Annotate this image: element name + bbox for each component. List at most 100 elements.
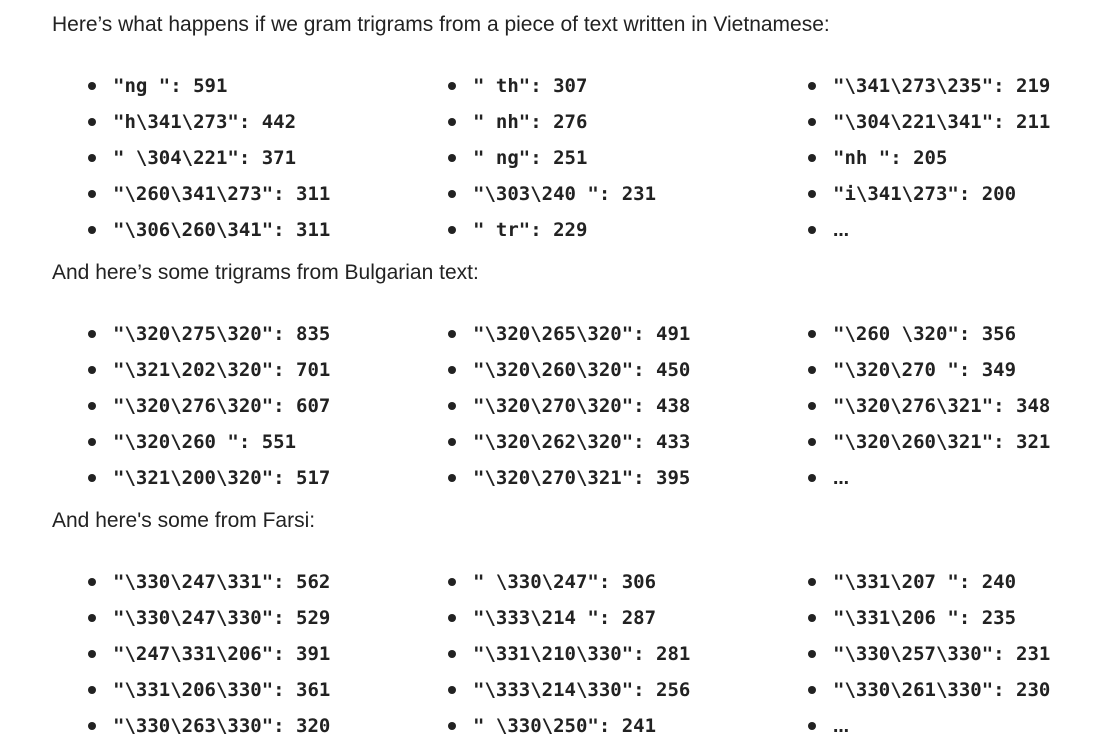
trigram-count: "ng ": 591 bbox=[113, 75, 228, 97]
trigram-count: " th": 307 bbox=[473, 75, 588, 97]
trigram-count: "\320\260\321": 321 bbox=[833, 431, 1051, 453]
list-item: "\320\276\320": 607 bbox=[88, 388, 330, 424]
bullet-icon bbox=[808, 578, 816, 586]
bullet-icon bbox=[808, 722, 816, 730]
list-item: " ng": 251 bbox=[448, 140, 656, 176]
list-item: "\331\206 ": 235 bbox=[808, 600, 1050, 636]
bullet-icon bbox=[448, 614, 456, 622]
bullet-icon bbox=[448, 650, 456, 658]
vietnamese-trigram-list: "ng ": 591 "h\341\273": 442 " \304\221":… bbox=[0, 68, 1119, 248]
list-item: "\331\207 ": 240 bbox=[808, 564, 1050, 600]
bullet-icon bbox=[808, 82, 816, 90]
bulgarian-trigram-list: "\320\275\320": 835 "\321\202\320": 701 … bbox=[0, 316, 1119, 496]
bullet-icon bbox=[808, 118, 816, 126]
bullet-icon bbox=[88, 118, 96, 126]
bullet-icon bbox=[88, 330, 96, 338]
bullet-icon bbox=[808, 190, 816, 198]
list-item: "\320\276\321": 348 bbox=[808, 388, 1050, 424]
list-item: … bbox=[808, 460, 1050, 496]
list-item: "\260\341\273": 311 bbox=[88, 176, 330, 212]
farsi-trigram-list: "\330\247\331": 562 "\330\247\330": 529 … bbox=[0, 564, 1119, 744]
list-item: "\330\261\330": 230 bbox=[808, 672, 1050, 708]
trigram-count: "\321\200\320": 517 bbox=[113, 467, 331, 489]
bullet-icon bbox=[448, 330, 456, 338]
trigram-count: "\330\263\330": 320 bbox=[113, 715, 331, 737]
trigram-count: "\330\247\331": 562 bbox=[113, 571, 331, 593]
vietnamese-intro: Here’s what happens if we gram trigrams … bbox=[52, 13, 830, 36]
bullet-icon bbox=[88, 474, 96, 482]
list-item: "\341\273\235": 219 bbox=[808, 68, 1050, 104]
trigram-count: "h\341\273": 442 bbox=[113, 111, 297, 133]
trigram-count: "\333\214 ": 287 bbox=[473, 607, 657, 629]
bullet-icon bbox=[88, 722, 96, 730]
farsi-column-1: "\330\247\331": 562 "\330\247\330": 529 … bbox=[88, 564, 330, 744]
farsi-intro: And here's some from Farsi: bbox=[52, 509, 316, 532]
trigram-count: "\330\257\330": 231 bbox=[833, 643, 1051, 665]
bullet-icon bbox=[808, 438, 816, 446]
list-item: "\303\240 ": 231 bbox=[448, 176, 656, 212]
trigram-count: "\330\247\330": 529 bbox=[113, 607, 331, 629]
list-item: "\331\210\330": 281 bbox=[448, 636, 690, 672]
list-item: "\321\200\320": 517 bbox=[88, 460, 330, 496]
bullet-icon bbox=[88, 226, 96, 234]
bullet-icon bbox=[448, 722, 456, 730]
list-item: " th": 307 bbox=[448, 68, 656, 104]
bullet-icon bbox=[448, 118, 456, 126]
trigram-count: "\320\262\320": 433 bbox=[473, 431, 691, 453]
trigram-count: "\330\261\330": 230 bbox=[833, 679, 1051, 701]
trigram-count: "\306\260\341": 311 bbox=[113, 219, 331, 241]
list-item: " tr": 229 bbox=[448, 212, 656, 248]
trigram-count: "\320\276\321": 348 bbox=[833, 395, 1051, 417]
trigram-count: "\331\207 ": 240 bbox=[833, 571, 1017, 593]
trigram-count: "\320\260 ": 551 bbox=[113, 431, 297, 453]
trigram-count: "\304\221\341": 211 bbox=[833, 111, 1051, 133]
list-item: "\330\263\330": 320 bbox=[88, 708, 330, 744]
bullet-icon bbox=[448, 366, 456, 374]
vietnamese-column-3: "\341\273\235": 219 "\304\221\341": 211 … bbox=[808, 68, 1050, 248]
bullet-icon bbox=[88, 82, 96, 90]
trigram-count: "\331\206 ": 235 bbox=[833, 607, 1017, 629]
bullet-icon bbox=[448, 82, 456, 90]
bullet-icon bbox=[88, 154, 96, 162]
list-item: "\333\214 ": 287 bbox=[448, 600, 690, 636]
bullet-icon bbox=[448, 402, 456, 410]
list-item: "\306\260\341": 311 bbox=[88, 212, 330, 248]
trigram-count: "nh ": 205 bbox=[833, 147, 948, 169]
bullet-icon bbox=[808, 330, 816, 338]
bullet-icon bbox=[808, 366, 816, 374]
list-item: "\320\270\321": 395 bbox=[448, 460, 690, 496]
bullet-icon bbox=[88, 614, 96, 622]
bullet-icon bbox=[448, 226, 456, 234]
ellipsis: … bbox=[833, 221, 849, 240]
trigram-count: "\320\260\320": 450 bbox=[473, 359, 691, 381]
list-item: "h\341\273": 442 bbox=[88, 104, 330, 140]
trigram-count: "\320\276\320": 607 bbox=[113, 395, 331, 417]
trigram-count: " \304\221": 371 bbox=[113, 147, 297, 169]
bullet-icon bbox=[88, 650, 96, 658]
bulgarian-column-2: "\320\265\320": 491 "\320\260\320": 450 … bbox=[448, 316, 690, 496]
trigram-count: " \330\250": 241 bbox=[473, 715, 657, 737]
list-item: "\330\257\330": 231 bbox=[808, 636, 1050, 672]
trigram-count: "\260 \320": 356 bbox=[833, 323, 1017, 345]
bullet-icon bbox=[808, 650, 816, 658]
trigram-count: "\247\331\206": 391 bbox=[113, 643, 331, 665]
bullet-icon bbox=[448, 190, 456, 198]
list-item: " \304\221": 371 bbox=[88, 140, 330, 176]
list-item: "\320\260 ": 551 bbox=[88, 424, 330, 460]
trigram-count: "\320\270 ": 349 bbox=[833, 359, 1017, 381]
bullet-icon bbox=[448, 686, 456, 694]
bullet-icon bbox=[448, 578, 456, 586]
list-item: "\260 \320": 356 bbox=[808, 316, 1050, 352]
list-item: "i\341\273": 200 bbox=[808, 176, 1050, 212]
list-item: "\320\260\320": 450 bbox=[448, 352, 690, 388]
list-item: " \330\250": 241 bbox=[448, 708, 690, 744]
bullet-icon bbox=[448, 474, 456, 482]
list-item: "\320\260\321": 321 bbox=[808, 424, 1050, 460]
trigram-count: "\321\202\320": 701 bbox=[113, 359, 331, 381]
list-item: "ng ": 591 bbox=[88, 68, 330, 104]
list-item: "\331\206\330": 361 bbox=[88, 672, 330, 708]
list-item: " nh": 276 bbox=[448, 104, 656, 140]
list-item: "\247\331\206": 391 bbox=[88, 636, 330, 672]
trigram-count: " ng": 251 bbox=[473, 147, 588, 169]
bullet-icon bbox=[448, 438, 456, 446]
